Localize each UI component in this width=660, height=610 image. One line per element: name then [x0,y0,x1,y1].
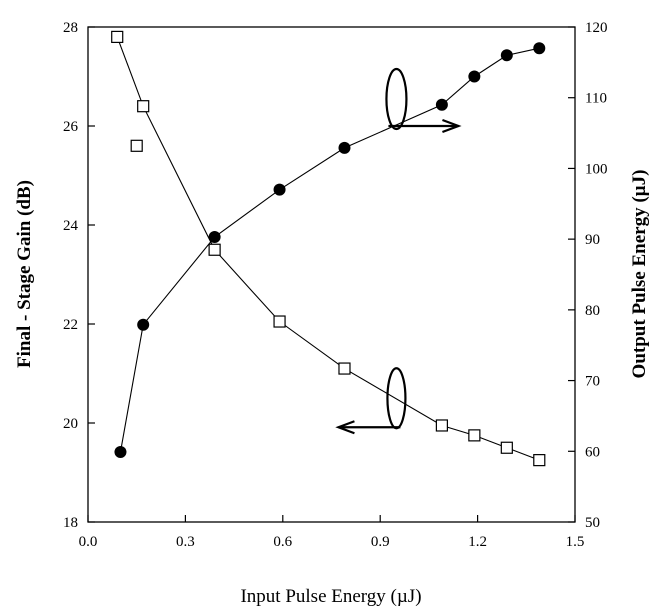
annotations [335,67,462,435]
y-right-tick-label: 70 [585,374,600,390]
output-energy-point [208,231,221,244]
series-markers [111,30,546,467]
gain-point [468,429,481,442]
y-right-tick-label: 90 [585,232,600,248]
x-axis-title: Input Pulse Energy (µJ) [240,586,421,607]
y-left-tick-label: 18 [63,515,78,531]
left-axis-title: Final - Stage Gain (dB) [14,180,35,368]
output-energy-point [435,98,448,111]
output-energy-point [500,49,513,62]
x-tick-label: 0.6 [273,534,292,550]
output-energy-point [114,445,127,458]
gain-point [111,30,124,43]
gain-point [273,315,286,328]
right-axis-indicator-ellipse [385,67,408,131]
x-tick-label: 0.0 [79,534,98,550]
y-left-tick-label: 24 [63,218,79,234]
series-line-right [119,47,540,453]
y-right-tick-label: 120 [585,20,608,36]
gain-point [533,454,546,467]
left-axis-indicator-ellipse [386,367,407,430]
gain-point [338,362,351,375]
output-energy-point [533,42,546,55]
series-line-left [116,36,540,461]
y-left-tick-label: 22 [63,317,78,333]
output-energy-point [338,141,351,154]
right-axis-title: Output Pulse Energy (µJ) [629,170,650,379]
y-right-tick-label: 110 [585,91,607,107]
output-energy-point [137,318,150,331]
y-right-tick-label: 60 [585,444,600,460]
gain-point [435,419,448,432]
right-axis-indicator-arrow-head [442,118,462,134]
gain-point [130,139,143,152]
plot-frame [87,26,576,523]
output-energy-point [468,70,481,83]
gain-point [208,243,221,256]
y-right-tick-label: 80 [585,303,600,319]
x-tick-label: 0.9 [371,534,390,550]
left-axis-indicator-arrow-head [335,420,355,435]
x-tick-label: 1.5 [566,534,585,550]
axis-ticks: 0.0 0.3 0.6 0.9 1.2 1.5 18 20 22 24 26 28 50 60 70 80 90… [63,20,608,550]
gain-point [500,441,513,454]
x-tick-label: 0.3 [176,534,195,550]
x-tick-label: 1.2 [468,534,487,550]
gain-point [137,100,150,113]
y-right-tick-label: 50 [585,515,600,531]
series-lines [116,36,540,461]
output-energy-point [273,183,286,196]
y-right-tick-label: 100 [585,161,608,177]
y-left-tick-label: 26 [63,119,79,135]
y-left-tick-label: 28 [63,20,78,36]
y-left-tick-label: 20 [63,416,78,432]
